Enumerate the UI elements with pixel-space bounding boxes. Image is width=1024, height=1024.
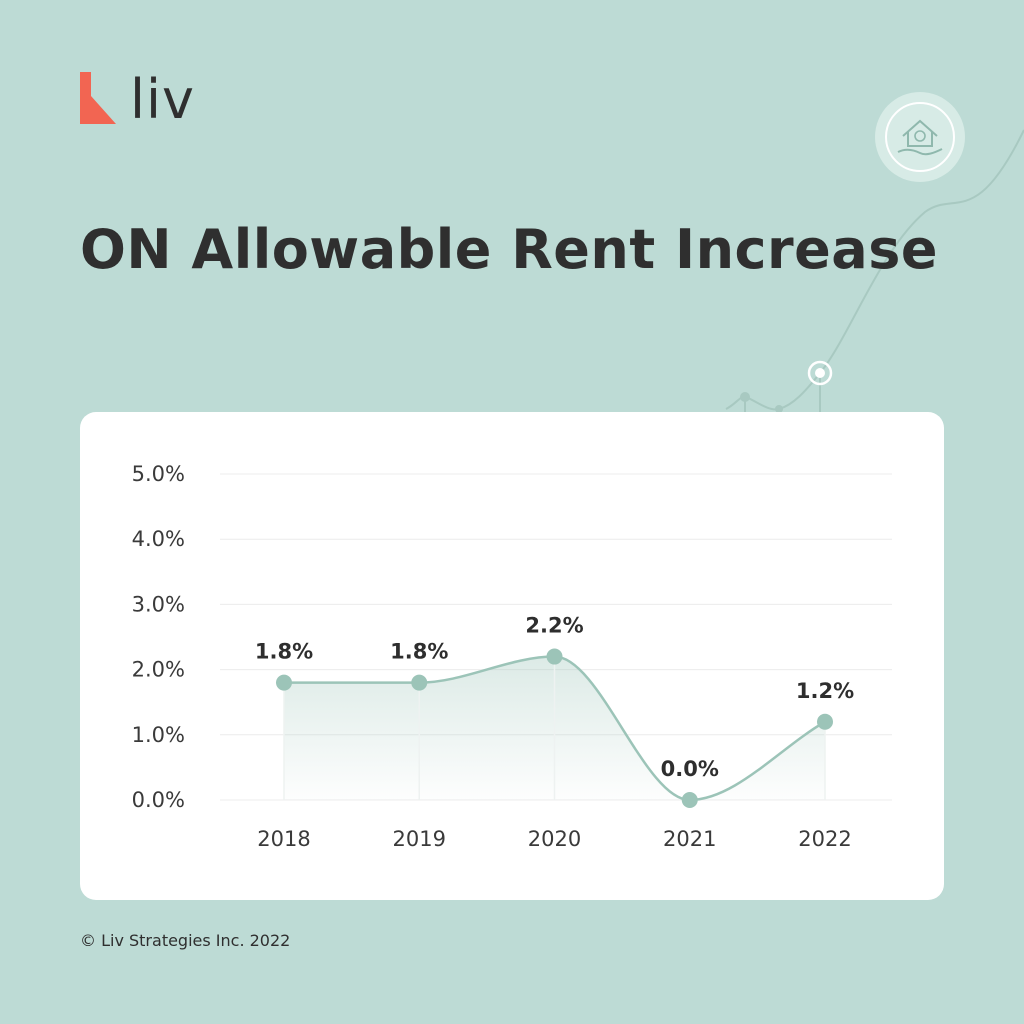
series-curve — [284, 655, 826, 802]
y-tick-label: 5.0% — [132, 462, 185, 486]
brand-logo: liv — [80, 68, 195, 131]
house-in-hand-icon — [875, 92, 965, 182]
logo-mark-shape — [80, 72, 116, 124]
liv-logo-mark-icon — [80, 72, 116, 124]
data-labels: 1.8% 1.8% 2.2% 0.0% 1.2% — [255, 614, 854, 781]
highlight-point-icon — [807, 360, 833, 386]
data-point — [546, 648, 563, 665]
y-tick-label: 0.0% — [132, 788, 185, 812]
y-tick-label: 4.0% — [132, 527, 185, 551]
chart-card: 1.8% 1.8% 2.2% 0.0% 1.2% 0.0% 1.0% 2.0% 3.0% 4.0… — [80, 412, 944, 900]
x-tick-label: 2018 — [257, 827, 310, 851]
series-line — [284, 655, 826, 802]
x-tick-label: 2020 — [528, 827, 581, 851]
data-point — [681, 792, 698, 808]
data-label: 2.2% — [525, 614, 583, 638]
x-tick-label: 2019 — [393, 827, 446, 851]
data-label: 1.2% — [796, 679, 854, 703]
y-tick-label: 2.0% — [132, 658, 185, 682]
y-axis-ticks: 0.0% 1.0% 2.0% 3.0% 4.0% 5.0% — [132, 462, 185, 812]
drop-lines — [283, 656, 826, 800]
data-point — [817, 713, 833, 730]
data-label: 1.8% — [255, 640, 313, 664]
rent-increase-chart: 1.8% 1.8% 2.2% 0.0% 1.2% 0.0% 1.0% 2.0% 3.0% 4.0… — [132, 462, 892, 851]
data-points — [276, 648, 833, 808]
x-tick-label: 2022 — [798, 827, 851, 851]
data-label: 1.8% — [390, 640, 448, 664]
y-tick-label: 3.0% — [132, 592, 185, 616]
data-label: 0.0% — [661, 757, 719, 781]
x-tick-label: 2021 — [663, 827, 716, 851]
x-axis-ticks: 2018 2019 2020 2021 2022 — [257, 827, 851, 851]
y-tick-label: 1.0% — [132, 723, 185, 747]
page-title: ON Allowable Rent Increase — [80, 218, 938, 281]
brand-name: liv — [130, 68, 195, 131]
data-point — [411, 674, 428, 691]
copyright-text: © Liv Strategies Inc. 2022 — [80, 931, 291, 950]
data-point — [276, 674, 292, 691]
